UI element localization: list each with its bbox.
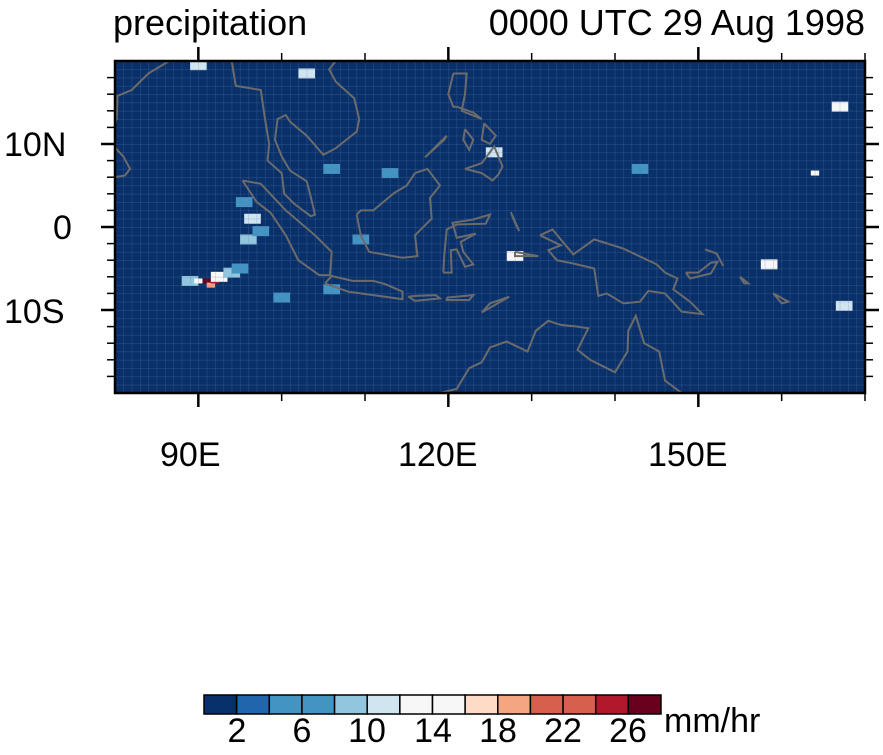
coastline	[739, 276, 752, 285]
colorbar-label: 14	[414, 712, 452, 750]
colorbar-label: 10	[348, 712, 386, 750]
coastline	[480, 295, 510, 314]
coastline	[704, 248, 725, 267]
colorbar-label: 2	[227, 712, 247, 750]
colorbar-label: 26	[609, 712, 647, 750]
colorbar-label: 6	[292, 712, 312, 750]
coastlines	[115, 61, 791, 393]
coastline	[433, 313, 684, 393]
coastline	[424, 134, 448, 159]
coastline	[241, 179, 333, 277]
coastline	[684, 260, 720, 280]
coastline	[442, 213, 492, 274]
coastline	[480, 122, 498, 146]
plot-title-left: precipitation	[113, 2, 308, 43]
coastline	[115, 146, 132, 179]
colorbar-label: 18	[479, 712, 517, 750]
coastline	[447, 72, 483, 121]
colorbar-label: 22	[544, 712, 582, 750]
grid-texture	[115, 61, 865, 393]
coastline	[407, 294, 443, 302]
y-tick-label: 10N	[4, 126, 67, 164]
coastline	[464, 144, 504, 182]
coastline	[514, 250, 539, 258]
y-tick-label: 0	[53, 209, 72, 247]
colorbar-units: mm/hr	[664, 702, 761, 740]
coastline	[462, 128, 475, 153]
coastline	[324, 274, 404, 301]
x-tick-label: 120E	[398, 436, 478, 474]
coastline	[772, 292, 791, 305]
x-tick-label: 150E	[648, 436, 728, 474]
plot-title-right: 0000 UTC 29 Aug 1998	[488, 2, 865, 43]
x-tick-label: 90E	[160, 436, 221, 474]
coastline	[445, 293, 476, 301]
y-tick-label: 10S	[4, 293, 65, 331]
colorbar-box	[627, 694, 662, 715]
coastline	[509, 211, 521, 232]
coastline	[539, 228, 706, 316]
coastline	[230, 61, 361, 218]
coastline	[355, 167, 442, 259]
